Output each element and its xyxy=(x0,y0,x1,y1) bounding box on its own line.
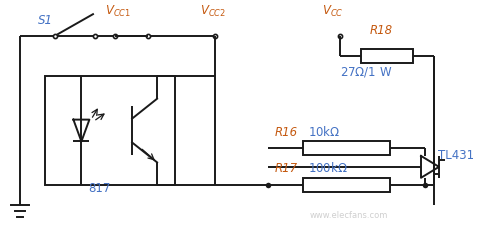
Bar xyxy=(45,76,175,185)
Text: 817: 817 xyxy=(88,182,110,195)
Text: R16: R16 xyxy=(275,126,298,138)
Text: $V_{CC1}$: $V_{CC1}$ xyxy=(105,4,131,19)
Text: $V_{CC2}$: $V_{CC2}$ xyxy=(200,4,226,19)
Text: R18: R18 xyxy=(370,24,393,37)
Text: 100k$\Omega$: 100k$\Omega$ xyxy=(308,161,348,175)
Text: TL431: TL431 xyxy=(438,149,474,162)
Text: 10k$\Omega$: 10k$\Omega$ xyxy=(308,124,340,138)
Text: S1: S1 xyxy=(38,14,53,27)
Text: 27$\Omega$/1 W: 27$\Omega$/1 W xyxy=(340,65,392,79)
Text: R17: R17 xyxy=(275,162,298,175)
Text: www.elecfans.com: www.elecfans.com xyxy=(310,211,388,219)
Bar xyxy=(303,178,390,192)
Bar xyxy=(361,49,413,63)
Bar xyxy=(303,141,390,155)
Text: $V_{CC}$: $V_{CC}$ xyxy=(322,4,344,19)
